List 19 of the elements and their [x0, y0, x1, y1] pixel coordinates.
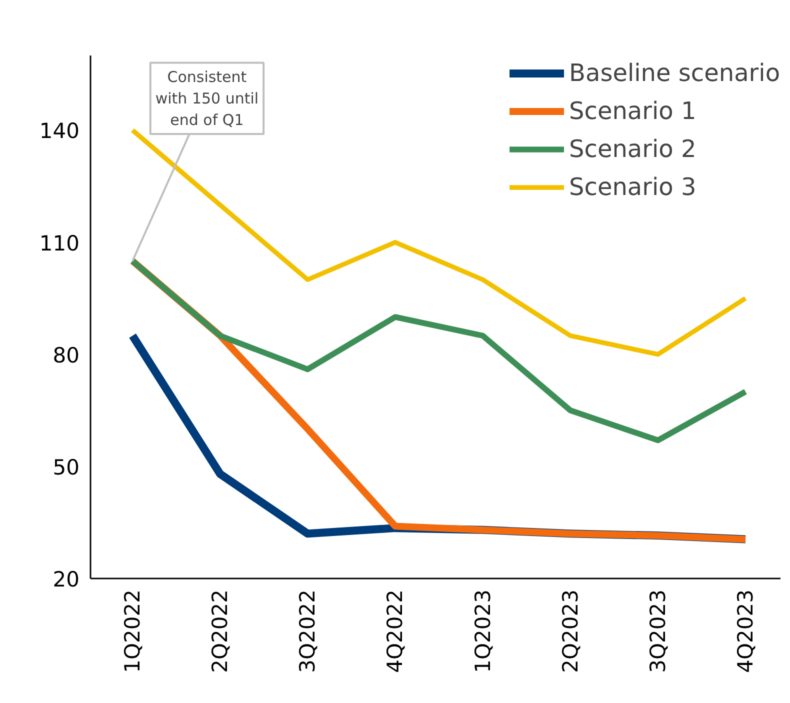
- y-tick-label: 80: [52, 343, 80, 368]
- x-tick-label: 2Q2023: [558, 589, 582, 673]
- line-series: [130, 128, 748, 357]
- y-tick-label: 20: [52, 568, 80, 592]
- legend-label: Scenario 3: [569, 172, 696, 203]
- x-tick-label: 4Q2023: [733, 589, 758, 673]
- y-tick-label: 50: [52, 455, 80, 480]
- x-tick-label: 4Q2022: [383, 589, 408, 673]
- x-tick-label: 1Q2023: [470, 589, 495, 673]
- legend-label: Scenario 2: [569, 134, 696, 165]
- y-tick-label: 110: [39, 231, 80, 256]
- x-tick-label: 3Q2022: [296, 589, 320, 673]
- legend-label: Scenario 1: [569, 96, 696, 127]
- x-tick-label: 2Q2022: [208, 589, 232, 673]
- annotation: Consistent with 150 until end of Q1: [155, 68, 259, 129]
- x-tick-label: 3Q2023: [646, 589, 670, 673]
- x-tick-label: 1Q2022: [120, 589, 145, 673]
- legend-label: Baseline scenario: [569, 58, 780, 89]
- y-tick-label: 140: [39, 119, 80, 144]
